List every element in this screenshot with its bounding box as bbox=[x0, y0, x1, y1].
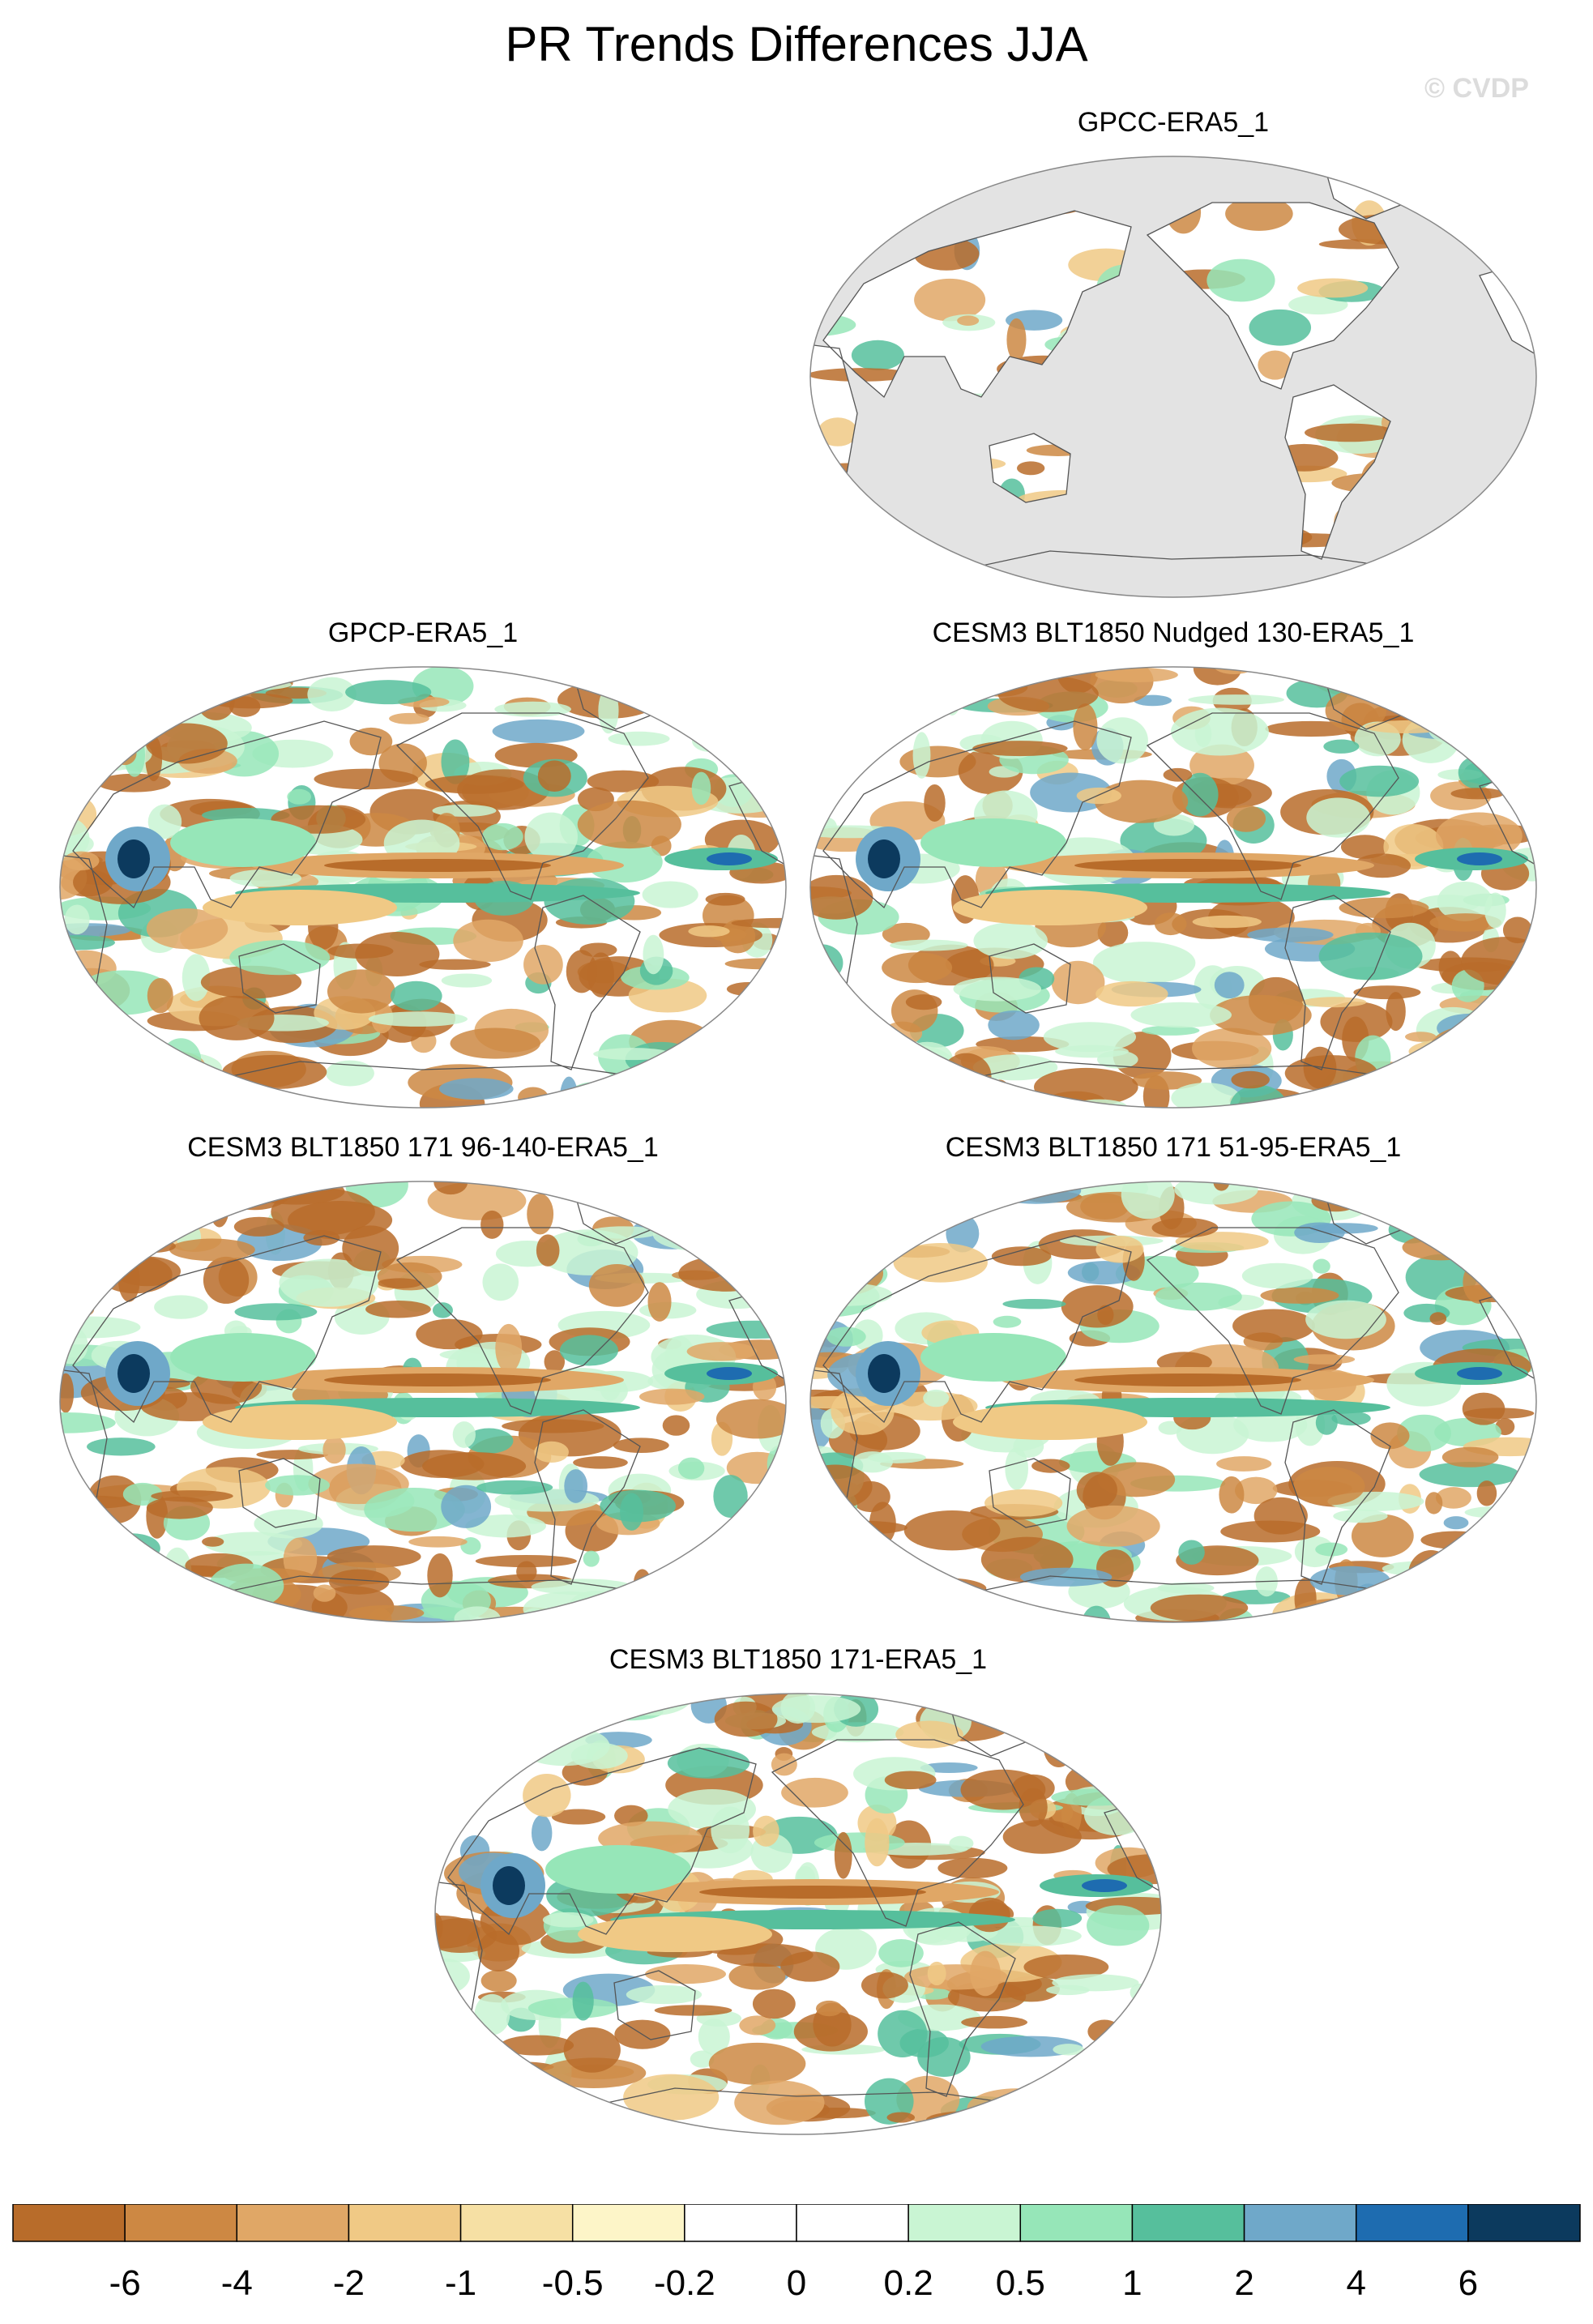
map-canvas bbox=[59, 666, 787, 1109]
colorbar-tick-label: -6 bbox=[109, 2263, 141, 2303]
colorbar-swatch bbox=[1467, 2204, 1581, 2242]
map-panel-gpcc: GPCC-ERA5_1 bbox=[807, 107, 1540, 600]
map-panel-cesm3-nudged-130: CESM3 BLT1850 Nudged 130-ERA5_1 bbox=[807, 617, 1540, 1110]
map-canvas bbox=[434, 1693, 1162, 2135]
panel-title: CESM3 BLT1850 171 96-140-ERA5_1 bbox=[187, 1132, 659, 1163]
colorbar-tick-label: 4 bbox=[1346, 2263, 1365, 2303]
colorbar-tick-label: -2 bbox=[333, 2263, 365, 2303]
panel-title: CESM3 BLT1850 Nudged 130-ERA5_1 bbox=[932, 617, 1415, 648]
map-canvas bbox=[809, 156, 1537, 598]
colorbar-tick-label: 6 bbox=[1458, 2263, 1478, 2303]
colorbar-tick-label: -1 bbox=[445, 2263, 476, 2303]
colorbar-swatch bbox=[908, 2204, 1022, 2242]
colorbar-swatch bbox=[459, 2204, 574, 2242]
panel-title: GPCC-ERA5_1 bbox=[1077, 107, 1270, 138]
colorbar-swatch bbox=[571, 2204, 685, 2242]
colorbar-tick-label: 2 bbox=[1234, 2263, 1253, 2303]
map-canvas bbox=[809, 1181, 1537, 1623]
colorbar-tick-label: -0.2 bbox=[654, 2263, 715, 2303]
colorbar-tick-label: 0.2 bbox=[884, 2263, 933, 2303]
map-panel-cesm3-171-51-95: CESM3 BLT1850 171 51-95-ERA5_1 bbox=[807, 1132, 1540, 1625]
map-canvas bbox=[809, 666, 1537, 1109]
colorbar-tick-label: -4 bbox=[221, 2263, 253, 2303]
colorbar-swatch bbox=[1243, 2204, 1357, 2242]
colorbar-tick-label: 0.5 bbox=[996, 2263, 1045, 2303]
colorbar-swatch bbox=[124, 2204, 238, 2242]
colorbar-tick-label: -0.5 bbox=[542, 2263, 604, 2303]
map-canvas bbox=[59, 1181, 787, 1623]
colorbar-swatch bbox=[348, 2204, 462, 2242]
colorbar-tick-label: 0 bbox=[787, 2263, 806, 2303]
panel-title: CESM3 BLT1850 171-ERA5_1 bbox=[609, 1644, 988, 1675]
colorbar-swatch bbox=[236, 2204, 350, 2242]
figure-title: PR Trends Differences JJA bbox=[505, 17, 1088, 71]
colorbar-swatch bbox=[796, 2204, 909, 2242]
colorbar: -6 -4 -2 -1 -0.5 -0.2 0 0.2 0.5 1 2 4 6 bbox=[12, 2204, 1581, 2303]
panel-title: GPCP-ERA5_1 bbox=[327, 617, 519, 648]
cvdp-watermark: © CVDP bbox=[1424, 73, 1529, 104]
colorbar-swatch bbox=[1131, 2204, 1245, 2242]
map-panel-gpcp: GPCP-ERA5_1 bbox=[57, 617, 789, 1110]
colorbar-swatch bbox=[1355, 2204, 1469, 2242]
colorbar-swatch bbox=[684, 2204, 797, 2242]
colorbar-swatch bbox=[12, 2204, 126, 2242]
colorbar-tick-label: 1 bbox=[1122, 2263, 1142, 2303]
panel-title: CESM3 BLT1850 171 51-95-ERA5_1 bbox=[945, 1132, 1402, 1163]
map-panel-cesm3-171-96-140: CESM3 BLT1850 171 96-140-ERA5_1 bbox=[57, 1132, 789, 1625]
colorbar-swatch bbox=[1019, 2204, 1134, 2242]
map-panel-cesm3-171: CESM3 BLT1850 171-ERA5_1 bbox=[432, 1644, 1164, 2137]
